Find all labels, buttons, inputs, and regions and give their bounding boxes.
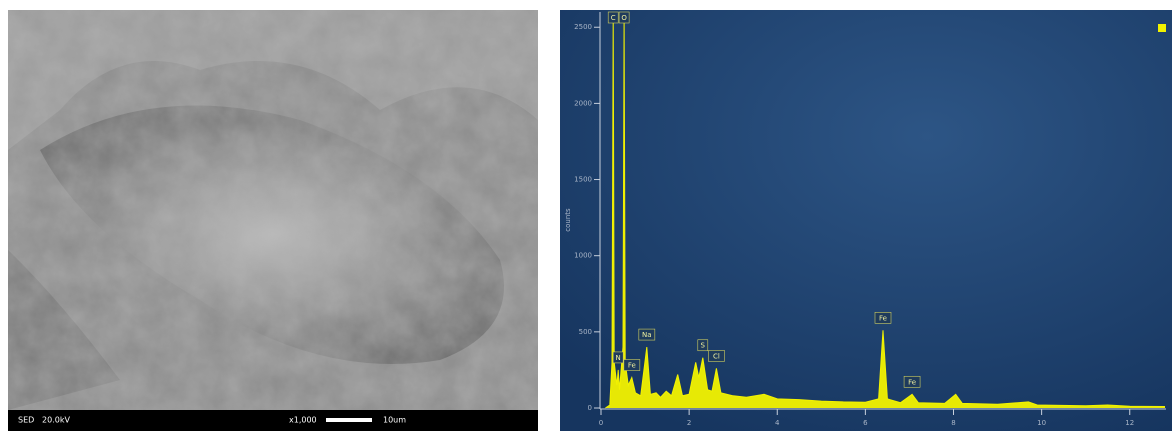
x-tick-label: 2 [687, 419, 691, 427]
x-tick-label: 12 [1125, 419, 1134, 427]
y-tick-label: 2500 [574, 23, 592, 31]
annotation-label: C [611, 14, 616, 22]
x-tick-label: 6 [863, 419, 868, 427]
y-axis-label: counts [564, 208, 572, 232]
sem-detector: SED [18, 416, 34, 425]
sem-texture [8, 10, 538, 410]
annotation-label: Fe [879, 314, 887, 322]
sem-image: SED 20.0kV x1,000 10um [0, 0, 545, 431]
sem-scale-label: 10um [383, 416, 406, 425]
page: SED 20.0kV x1,000 10um counts 0 500 1000 15… [0, 0, 1172, 431]
annotation-label: Na [642, 331, 652, 339]
annotation-label: Fe [628, 362, 636, 370]
annotation-label: Cl [713, 352, 720, 360]
x-tick-label: 0 [599, 419, 603, 427]
y-tick-label: 1500 [574, 176, 592, 184]
x-tick-label: 4 [775, 419, 780, 427]
sem-voltage: 20.0kV [42, 416, 70, 425]
annotation-label: N [616, 354, 621, 362]
y-tick-label: 1000 [574, 252, 592, 260]
annotation-label: S [701, 342, 706, 350]
annotation-label: O [621, 14, 627, 22]
sem-info-bar [8, 410, 538, 431]
sem-magnification: x1,000 [289, 416, 317, 425]
scale-bar [326, 418, 372, 422]
y-tick-label: 0 [588, 404, 592, 412]
chart-background [560, 10, 1172, 431]
legend-swatch [1158, 24, 1166, 32]
annotation-label: Fe [908, 378, 916, 386]
y-tick-label: 2000 [574, 99, 592, 107]
x-tick-label: 8 [951, 419, 955, 427]
x-tick-label: 10 [1037, 419, 1046, 427]
y-tick-label: 500 [579, 328, 592, 336]
